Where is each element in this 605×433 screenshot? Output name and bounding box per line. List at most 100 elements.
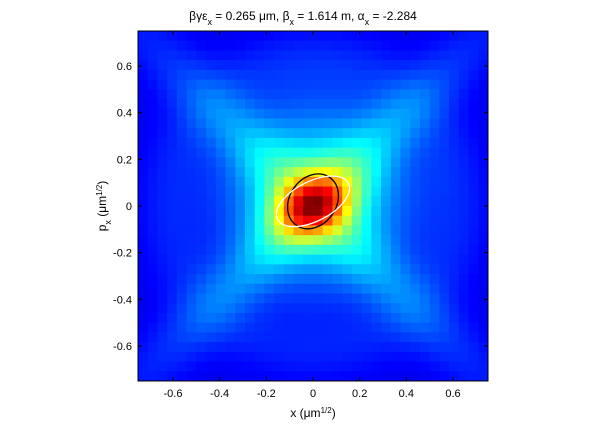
heatmap-cell [410, 157, 421, 168]
heatmap-cell [186, 215, 197, 227]
heatmap-cell [449, 60, 460, 71]
heatmap-cell [371, 79, 382, 90]
heatmap-cell [332, 371, 343, 381]
heatmap-cell [274, 99, 285, 110]
heatmap-cell [147, 89, 159, 100]
heatmap-cell [186, 371, 197, 381]
heatmap-cell [274, 351, 285, 363]
heatmap-cell [235, 371, 246, 381]
heatmap-cell [283, 147, 295, 158]
heatmap-cell [468, 99, 479, 110]
heatmap-cell [303, 351, 314, 363]
heatmap-cell [244, 371, 256, 381]
heatmap-cell [361, 361, 372, 372]
heatmap-cell [332, 254, 343, 265]
heatmap-cell [244, 128, 256, 139]
heatmap-cell [351, 128, 363, 139]
heatmap-cell [303, 50, 314, 61]
heatmap-cell [303, 293, 314, 304]
heatmap-cell [264, 167, 275, 178]
heatmap-cell [138, 283, 149, 295]
heatmap-cell [390, 244, 402, 256]
heatmap-cell [371, 196, 382, 207]
heatmap-cell [225, 264, 236, 275]
heatmap-cell [351, 244, 363, 256]
heatmap-cell [147, 332, 159, 343]
heatmap-cell [167, 176, 178, 188]
heatmap-cell [254, 40, 265, 52]
heatmap-cell [196, 283, 207, 295]
heatmap-cell [293, 137, 304, 149]
heatmap-cell [439, 31, 450, 42]
heatmap-cell [410, 167, 421, 178]
heatmap-cell [313, 108, 324, 120]
heatmap-cell [264, 157, 275, 168]
heatmap-cell [215, 186, 227, 197]
heatmap-cell [283, 293, 295, 304]
heatmap-cell [458, 293, 470, 304]
heatmap-cell [303, 69, 314, 81]
heatmap-cell [410, 118, 421, 129]
heatmap-cell [215, 147, 227, 158]
heatmap-cell [381, 99, 392, 110]
heatmap-cell [410, 303, 421, 314]
heatmap-cell [419, 79, 431, 90]
heatmap-cell [410, 147, 421, 158]
heatmap-cell [478, 312, 488, 324]
heatmap-cell [468, 312, 479, 324]
heatmap-cell [449, 167, 460, 178]
heatmap-cell [147, 186, 159, 197]
heatmap-cell [400, 332, 411, 343]
heatmap-cell [283, 244, 295, 256]
heatmap-cell [342, 254, 353, 265]
heatmap-cell [371, 264, 382, 275]
heatmap-cell [332, 50, 343, 61]
heatmap-cell [303, 215, 314, 227]
heatmap-cell [458, 137, 470, 149]
heatmap-cell [410, 235, 421, 246]
heatmap-cell [235, 215, 246, 227]
heatmap-cell [449, 371, 460, 381]
heatmap-cell [225, 244, 236, 256]
heatmap-cell [206, 225, 217, 236]
heatmap-cell [313, 40, 324, 52]
heatmap-cell [351, 206, 363, 217]
heatmap-cell [400, 322, 411, 333]
heatmap-cell [410, 128, 421, 139]
heatmap-cell [458, 342, 470, 353]
heatmap-cell [264, 99, 275, 110]
heatmap-cell [196, 312, 207, 324]
heatmap-cell [371, 215, 382, 227]
heatmap-cell [458, 235, 470, 246]
heatmap-cell [235, 254, 246, 265]
heatmap-cell [332, 351, 343, 363]
heatmap-cell [225, 254, 236, 265]
heatmap-cell [176, 244, 188, 256]
heatmap-cell [390, 351, 402, 363]
heatmap-cell [215, 264, 227, 275]
heatmap-cell [400, 244, 411, 256]
heatmap-cell [157, 176, 168, 188]
heatmap-cell [244, 50, 256, 61]
heatmap-cell [390, 312, 402, 324]
heatmap-cell [196, 322, 207, 333]
heatmap-cell [293, 50, 304, 61]
heatmap-cell [429, 147, 440, 158]
heatmap-cell [439, 371, 450, 381]
heatmap-cell [410, 342, 421, 353]
heatmap-cell [303, 244, 314, 256]
y-tick-label: 0 [126, 201, 132, 213]
heatmap-cell [351, 40, 363, 52]
heatmap-cell [186, 118, 197, 129]
heatmap-cell [196, 50, 207, 61]
heatmap-cell [322, 254, 334, 265]
heatmap-cell [244, 99, 256, 110]
heatmap-cell [342, 303, 353, 314]
heatmap-cell [186, 254, 197, 265]
heatmap-cell [215, 69, 227, 81]
heatmap-cell [167, 79, 178, 90]
heatmap-cell [478, 167, 488, 178]
y-tick-label: 0.4 [117, 108, 132, 120]
heatmap-cell [196, 147, 207, 158]
heatmap-cell [410, 186, 421, 197]
